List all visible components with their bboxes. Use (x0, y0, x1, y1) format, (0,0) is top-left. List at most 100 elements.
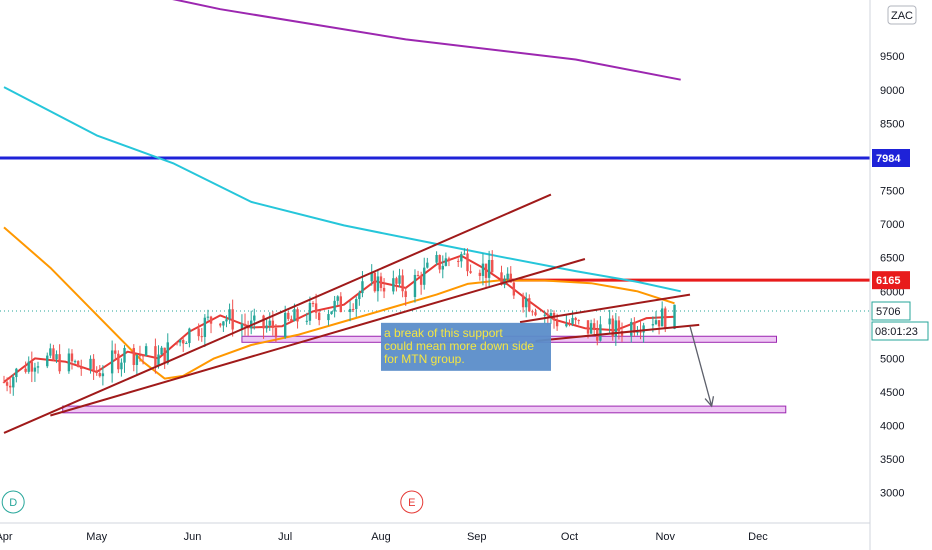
candle[interactable] (8, 376, 12, 394)
symbol-badge[interactable] (887, 5, 917, 25)
candle[interactable] (630, 318, 633, 343)
candle[interactable] (188, 327, 191, 348)
candle[interactable] (339, 292, 343, 313)
candle[interactable] (370, 264, 373, 286)
candle[interactable] (262, 314, 265, 339)
candle[interactable] (231, 299, 234, 337)
candle[interactable] (463, 248, 466, 255)
candle[interactable] (209, 315, 213, 334)
candle[interactable] (203, 314, 207, 347)
candle[interactable] (250, 310, 253, 335)
candle[interactable] (290, 315, 293, 322)
candle[interactable] (654, 311, 658, 326)
candle[interactable] (327, 309, 330, 326)
candle[interactable] (120, 358, 123, 377)
candle[interactable] (46, 352, 49, 369)
candle[interactable] (144, 343, 148, 357)
candle[interactable] (160, 345, 163, 355)
candle[interactable] (33, 362, 37, 382)
candle[interactable] (27, 356, 30, 374)
candle[interactable] (379, 272, 383, 292)
candle[interactable] (200, 328, 203, 342)
candle[interactable] (265, 318, 268, 333)
annotation-box[interactable] (380, 322, 551, 371)
candle[interactable] (531, 309, 534, 316)
candle[interactable] (457, 258, 460, 267)
candle[interactable] (617, 316, 621, 340)
candle[interactable] (336, 295, 339, 306)
candle[interactable] (423, 257, 426, 290)
candle[interactable] (12, 373, 15, 396)
candle[interactable] (225, 315, 228, 328)
candle[interactable] (178, 339, 182, 347)
candle[interactable] (660, 301, 664, 327)
candle[interactable] (52, 344, 55, 361)
candle[interactable] (296, 307, 299, 329)
candle[interactable] (114, 343, 117, 360)
candle[interactable] (185, 341, 188, 345)
projection-arrow-shaft[interactable] (689, 326, 713, 407)
candle[interactable] (611, 315, 614, 341)
candle[interactable] (49, 343, 52, 359)
candle[interactable] (577, 319, 580, 325)
candle[interactable] (55, 350, 58, 364)
candle[interactable] (608, 309, 611, 335)
candle[interactable] (481, 253, 485, 286)
candle[interactable] (24, 361, 27, 374)
candle[interactable] (589, 319, 593, 334)
candle[interactable] (500, 265, 503, 286)
event-badge[interactable] (400, 490, 424, 514)
candle[interactable] (67, 348, 71, 374)
candle[interactable] (525, 292, 528, 318)
candle[interactable] (317, 310, 321, 326)
candle[interactable] (552, 310, 556, 329)
candle[interactable] (132, 344, 135, 372)
candle[interactable] (135, 354, 139, 376)
candle[interactable] (512, 281, 516, 299)
candle[interactable] (478, 269, 482, 281)
candle[interactable] (358, 290, 361, 306)
candle[interactable] (565, 314, 568, 328)
event-badge[interactable] (1, 490, 25, 514)
candle[interactable] (599, 316, 602, 342)
candle[interactable] (469, 264, 472, 274)
candle[interactable] (5, 377, 9, 392)
candle[interactable] (466, 248, 469, 277)
candle[interactable] (506, 267, 509, 281)
moving-average-line[interactable] (3, 226, 675, 380)
candle[interactable] (657, 320, 661, 335)
candle[interactable] (222, 321, 225, 332)
candle[interactable] (673, 304, 676, 330)
trend-line[interactable] (535, 323, 700, 342)
candle[interactable] (534, 308, 537, 317)
moving-average-line[interactable] (94, 0, 681, 81)
candle[interactable] (373, 270, 376, 293)
trend-line[interactable] (3, 193, 552, 434)
candle[interactable] (441, 255, 444, 279)
candle[interactable] (274, 323, 278, 343)
candle[interactable] (333, 295, 336, 318)
candle[interactable] (592, 318, 596, 335)
candle[interactable] (98, 365, 101, 378)
candle[interactable] (413, 269, 417, 303)
price-tag[interactable] (872, 149, 910, 167)
candle[interactable] (574, 316, 577, 325)
candle[interactable] (460, 251, 463, 268)
candle[interactable] (95, 366, 98, 376)
candle[interactable] (491, 250, 494, 273)
candle[interactable] (416, 270, 420, 277)
candle[interactable] (404, 287, 407, 306)
candle[interactable] (633, 317, 636, 337)
candle[interactable] (398, 268, 401, 288)
candle[interactable] (419, 271, 423, 295)
candle[interactable] (447, 256, 451, 267)
candle[interactable] (305, 312, 309, 325)
candle[interactable] (246, 320, 250, 336)
candle[interactable] (80, 359, 83, 376)
candle[interactable] (89, 355, 92, 374)
candle[interactable] (138, 345, 142, 362)
candle[interactable] (101, 365, 105, 386)
candle[interactable] (330, 311, 333, 315)
candle[interactable] (355, 296, 358, 317)
